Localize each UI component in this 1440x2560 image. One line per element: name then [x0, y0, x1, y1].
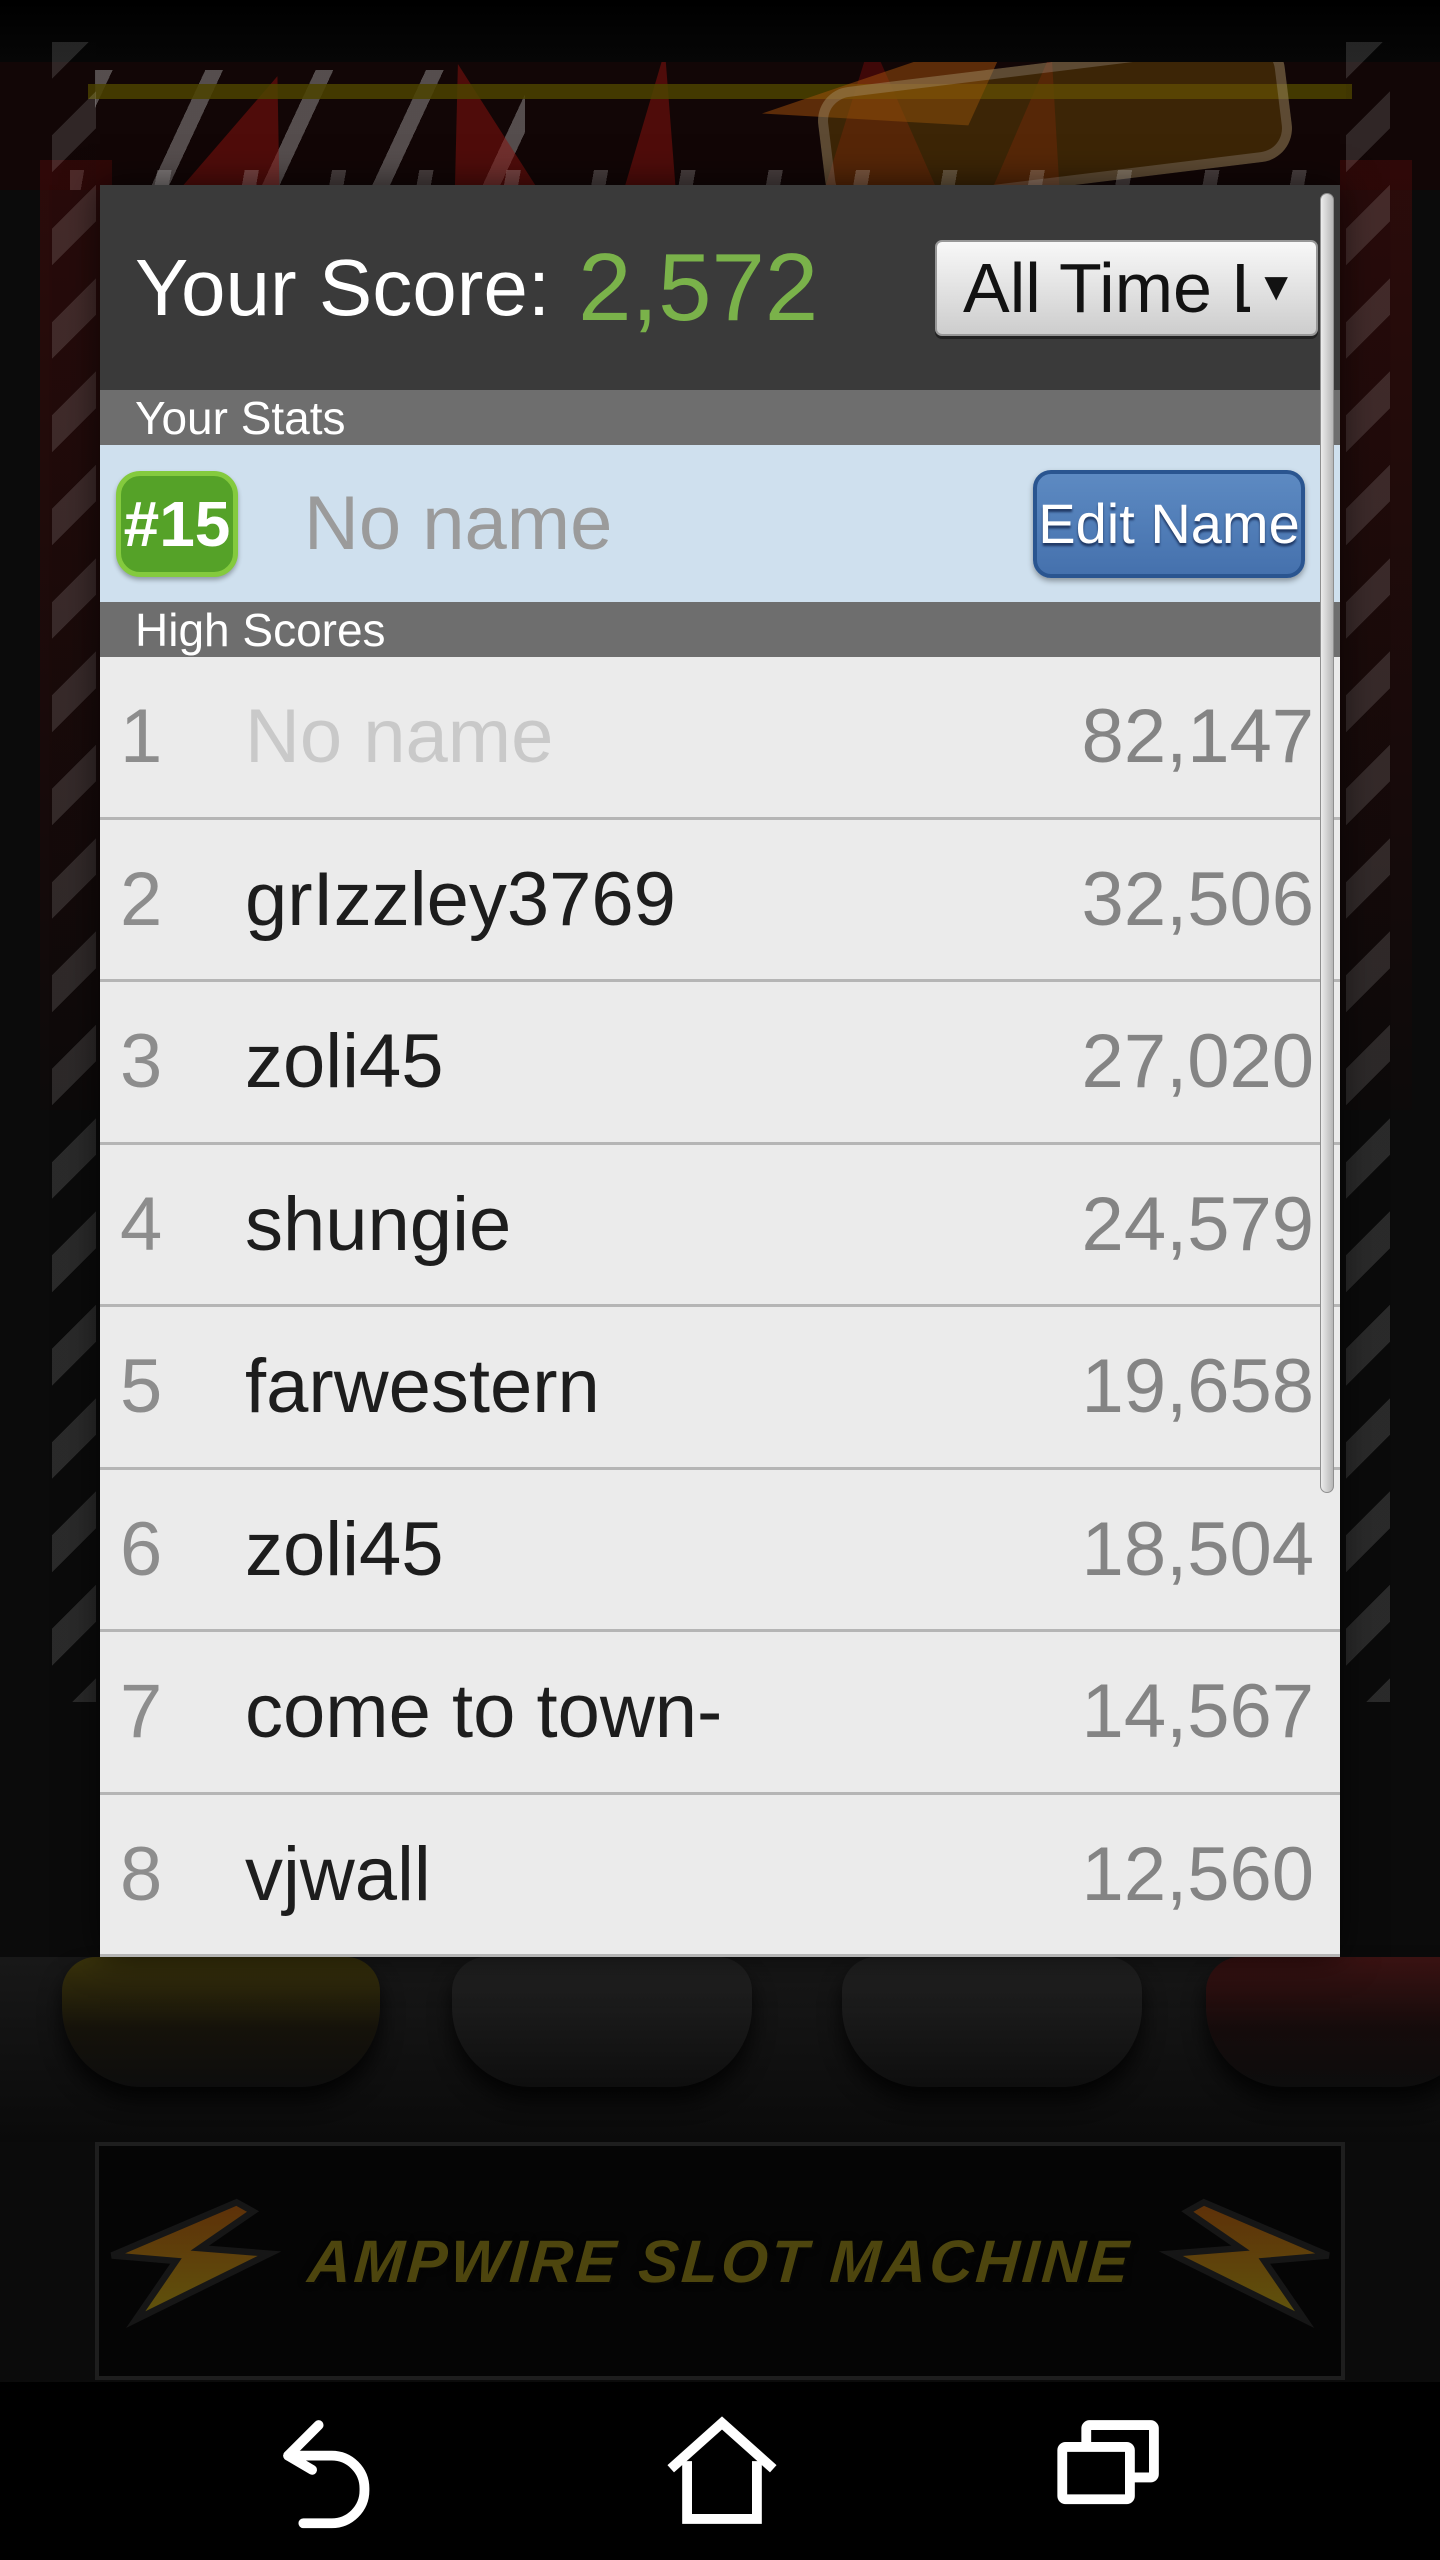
row-rank: 3 — [120, 1019, 163, 1105]
your-score-value: 2,572 — [578, 233, 819, 341]
score-row: 3 zoli45 27,020 — [100, 982, 1340, 1145]
row-name: farwestern — [245, 1344, 600, 1430]
row-rank: 7 — [120, 1669, 163, 1755]
row-score: 14,567 — [1081, 1669, 1314, 1755]
lightning-bolt-icon — [1158, 2198, 1330, 2328]
row-name: shungie — [245, 1181, 512, 1267]
hazard-stripe-left — [52, 42, 96, 1702]
high-scores-list[interactable]: 1 No name 82,147 2 grIzzley3769 32,506 3… — [100, 657, 1340, 1957]
row-name: zoli45 — [245, 1019, 444, 1105]
android-navigation-bar — [0, 2382, 1440, 2560]
score-header: Your Score: 2,572 All Time Le ▼ — [100, 185, 1340, 390]
row-rank: 4 — [120, 1181, 163, 1267]
row-name: come to town- — [245, 1669, 723, 1755]
chevron-down-icon: ▼ — [1256, 265, 1296, 309]
row-name: vjwall — [245, 1831, 431, 1917]
background-logo-shape — [814, 40, 1296, 190]
panel-scrollbar[interactable] — [1320, 193, 1334, 1493]
machine-sign: AMPWIRE SLOT MACHINE — [95, 2142, 1345, 2380]
recents-icon[interactable] — [1047, 2412, 1167, 2532]
row-rank: 5 — [120, 1344, 163, 1430]
game-background-art — [0, 40, 1440, 190]
back-icon[interactable] — [275, 2412, 395, 2532]
your-stats-label: Your Stats — [135, 391, 346, 444]
hazard-stripe-right — [1346, 42, 1390, 1702]
background-red-column — [1340, 160, 1412, 1110]
machine-sign-text: AMPWIRE SLOT MACHINE — [306, 2227, 1134, 2295]
home-icon[interactable] — [662, 2412, 782, 2532]
dropdown-selected-value: All Time Le — [963, 248, 1250, 327]
leaderboard-panel: Your Score: 2,572 All Time Le ▼ Your Sta… — [100, 185, 1340, 1957]
machine-button-red — [1206, 1957, 1440, 2087]
background-red-spike — [610, 47, 699, 190]
machine-button-yellow — [62, 1957, 380, 2087]
lightning-bolt-icon — [110, 2198, 282, 2328]
leaderboard-period-dropdown[interactable]: All Time Le ▼ — [935, 239, 1318, 336]
score-row: 4 shungie 24,579 — [100, 1144, 1340, 1307]
row-rank: 2 — [120, 856, 163, 942]
high-scores-section-bar: High Scores — [100, 602, 1340, 657]
background-yellow-band — [88, 84, 1352, 99]
score-row: 7 come to town- 14,567 — [100, 1632, 1340, 1795]
machine-button — [842, 1957, 1142, 2087]
your-stats-section-bar: Your Stats — [100, 390, 1340, 445]
row-rank: 6 — [120, 1506, 163, 1592]
your-score-label: Your Score: — [135, 242, 551, 332]
row-name: grIzzley3769 — [245, 856, 676, 942]
row-score: 82,147 — [1081, 694, 1314, 780]
row-score: 24,579 — [1081, 1181, 1314, 1267]
row-name: zoli45 — [245, 1506, 444, 1592]
edit-name-button[interactable]: Edit Name — [1033, 469, 1305, 578]
machine-button — [452, 1957, 752, 2087]
player-name: No name — [304, 481, 613, 566]
row-rank: 1 — [120, 694, 163, 780]
row-score: 12,560 — [1081, 1831, 1314, 1917]
row-score: 32,506 — [1081, 856, 1314, 942]
row-score: 27,020 — [1081, 1019, 1314, 1105]
high-scores-label: High Scores — [135, 603, 386, 656]
score-row: 8 vjwall 12,560 — [100, 1794, 1340, 1957]
top-black-bar — [0, 0, 1440, 62]
score-row: 5 farwestern 19,658 — [100, 1307, 1340, 1470]
your-stats-row: #15 No name Edit Name — [100, 445, 1340, 602]
row-rank: 8 — [120, 1831, 163, 1917]
row-score: 18,504 — [1081, 1506, 1314, 1592]
score-row: 6 zoli45 18,504 — [100, 1469, 1340, 1632]
rank-badge: #15 — [116, 470, 238, 577]
score-row: 1 No name 82,147 — [100, 657, 1340, 820]
score-row: 2 grIzzley3769 32,506 — [100, 819, 1340, 982]
row-score: 19,658 — [1081, 1344, 1314, 1430]
row-name: No name — [245, 694, 554, 780]
